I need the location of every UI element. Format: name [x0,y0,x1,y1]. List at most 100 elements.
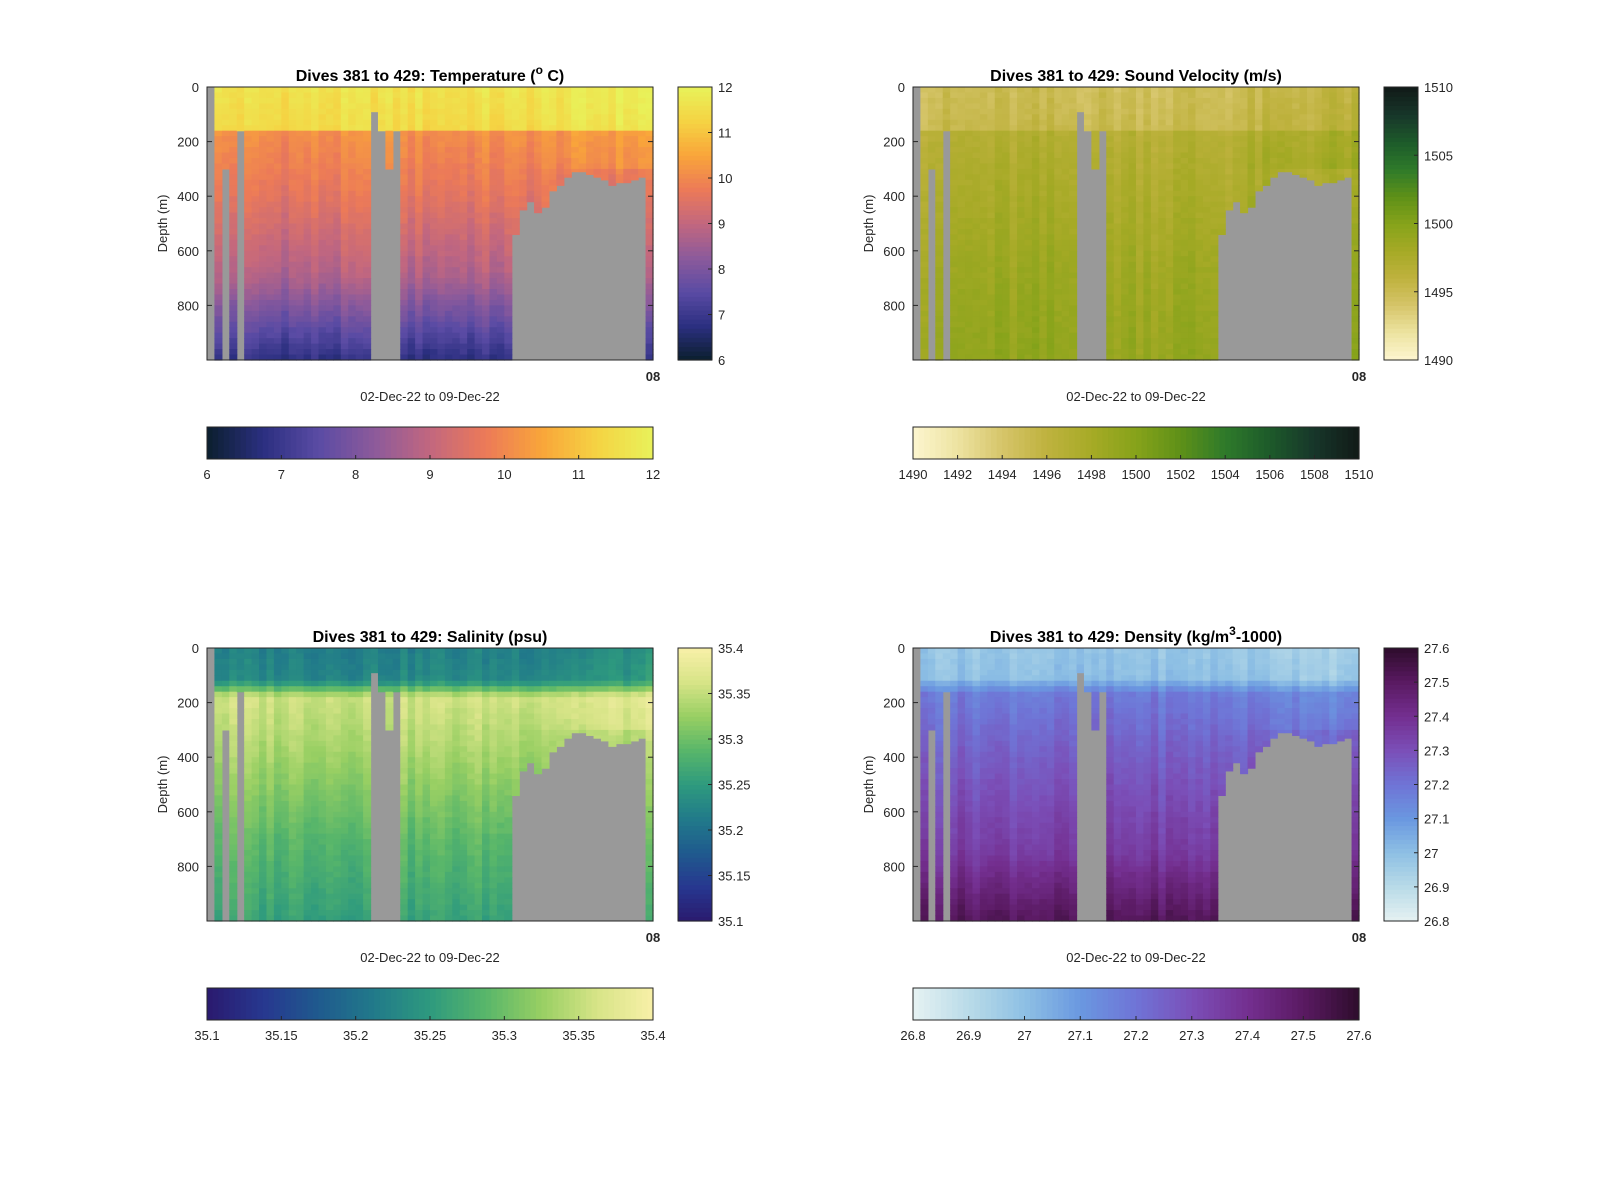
heatmap-cell [1025,142,1033,148]
heatmap-cell [400,305,408,311]
heatmap-cell [935,278,943,284]
heatmap-cell [252,834,260,840]
heatmap-cell [356,207,364,213]
colorbar-segment [985,427,991,459]
heatmap-cell [326,218,334,224]
heatmap-cell [1195,338,1203,344]
heatmap-cell [1173,224,1181,230]
heatmap-cell [1337,153,1345,159]
colorbar-segment [678,233,712,238]
heatmap-cell [467,278,475,284]
heatmap-cell [995,196,1003,202]
heatmap-cell [452,109,460,115]
heatmap-cell [475,169,483,175]
heatmap-cell [266,98,274,104]
heatmap-cell [274,229,282,235]
heatmap-cell [980,240,988,246]
heatmap-cell [475,278,483,284]
heatmap-cell [266,278,274,284]
heatmap-cell [482,196,490,202]
heatmap-cell [252,142,260,148]
heatmap-cell [1129,87,1137,93]
heatmap-cell [452,125,460,131]
heatmap-cell [1106,229,1114,235]
heatmap-cell [631,153,639,159]
heatmap-cell [646,349,654,355]
heatmap-cell [319,147,327,153]
heatmap-cell [556,92,564,98]
colorbar-segment [678,224,712,229]
heatmap-cell [1143,153,1151,159]
heatmap-cell [1054,278,1062,284]
heatmap-cell [266,741,274,747]
heatmap-cell [460,316,468,322]
heatmap-cell [252,730,260,736]
heatmap-cell [1203,92,1211,98]
heatmap-cell [980,136,988,142]
heatmap-cell [980,267,988,273]
heatmap-cell [1240,207,1248,213]
heatmap-cell [244,136,252,142]
heatmap-cell [214,779,222,785]
heatmap-cell [527,125,535,131]
heatmap-cell [326,202,334,208]
heatmap-cell [304,300,312,306]
heatmap-cell [467,267,475,273]
heatmap-cell [1233,120,1241,126]
heatmap-cell [965,333,973,339]
heatmap-cell [244,883,252,889]
colorbar-segment [631,427,637,459]
heatmap-cell [1121,240,1129,246]
heatmap-cell [950,344,958,350]
heatmap-cell [995,344,1003,350]
heatmap-cell [222,703,230,709]
heatmap-cell [274,103,282,109]
heatmap-cell [1002,158,1010,164]
heatmap-cell [1136,316,1144,322]
heatmap-cell [519,136,527,142]
heatmap-cell [1069,273,1077,279]
heatmap-cell [601,125,609,131]
heatmap-cell [958,273,966,279]
heatmap-cell [980,338,988,344]
heatmap-cell [1002,256,1010,262]
heatmap-cell [1114,120,1122,126]
heatmap-cell [980,114,988,120]
heatmap-cell [214,147,222,153]
heatmap-cell [252,845,260,851]
colorbar-tick-label: 1495 [1424,285,1453,300]
heatmap-cell [244,855,252,861]
heatmap-cell [1322,163,1330,169]
heatmap-cell [504,207,512,213]
heatmap-cell [1210,284,1218,290]
heatmap-cell [452,163,460,169]
heatmap-cell [1158,338,1166,344]
heatmap-cell [542,158,550,164]
heatmap-cell [1039,174,1047,180]
heatmap-cell [319,338,327,344]
heatmap-cell [1025,229,1033,235]
heatmap-cell [319,240,327,246]
heatmap-cell [564,169,572,175]
heatmap-cell [1047,278,1055,284]
heatmap-cell [326,300,334,306]
heatmap-cell [497,169,505,175]
heatmap-cell [1181,294,1189,300]
heatmap-cell [1039,163,1047,169]
heatmap-cell [452,327,460,333]
heatmap-cell [356,120,364,126]
heatmap-cell [987,185,995,191]
colorbar-segment [678,351,712,356]
heatmap-cell [1047,185,1055,191]
heatmap-cell [1121,213,1129,219]
heatmap-cell [1017,120,1025,126]
heatmap-cell [1188,169,1196,175]
heatmap-cell [1121,289,1129,295]
heatmap-cell [1002,180,1010,186]
heatmap-cell [214,311,222,317]
heatmap-cell [266,757,274,763]
heatmap-cell [1210,267,1218,273]
colorbar-segment [1153,427,1159,459]
heatmap-cell [252,267,260,273]
heatmap-cell [1143,207,1151,213]
